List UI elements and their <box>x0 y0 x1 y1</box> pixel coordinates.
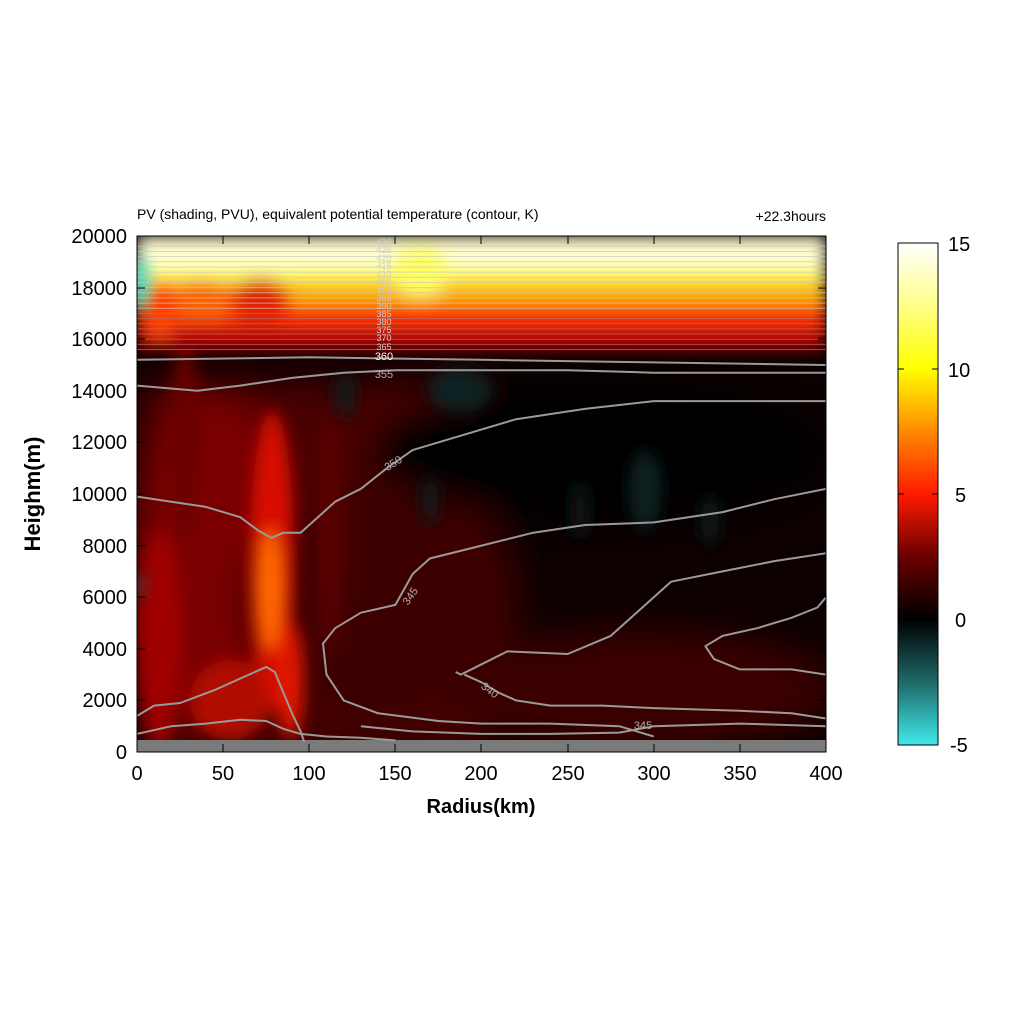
y-tick-label-4000: 4000 <box>83 639 128 661</box>
x-tick-400: 400 <box>809 236 843 785</box>
contour-label-430: 430 <box>376 237 391 247</box>
x-axis: 0 50 100 150 200 250 300 350 400 Radius(… <box>131 236 843 818</box>
contour-label-380: 380 <box>376 317 391 327</box>
colorbar-label-neg5: -5 <box>950 735 968 757</box>
colorbar-label-10: 10 <box>948 360 970 382</box>
y-tick-label-10000: 10000 <box>71 484 127 506</box>
x-tick-100: 100 <box>292 236 326 785</box>
x-tick-label-50: 50 <box>212 763 234 785</box>
x-tick-150: 150 <box>378 236 412 785</box>
x-tick-label-300: 300 <box>637 763 670 785</box>
time-label: +22.3hours <box>756 208 826 224</box>
x-tick-label-400: 400 <box>809 763 842 785</box>
y-axis: 0 2000 4000 6000 8000 10000 12000 14000 … <box>20 226 826 764</box>
contour-line-340-3 <box>704 596 826 676</box>
colorbar-label-0: 0 <box>955 610 966 632</box>
y-tick-label-14000: 14000 <box>71 381 127 403</box>
y-tick-label-8000: 8000 <box>83 536 128 558</box>
y-tick-20000: 20000 <box>71 226 826 248</box>
contour-line-350-6 <box>322 487 826 738</box>
x-axis-label: Radius(km) <box>427 796 536 818</box>
y-tick-2000: 2000 <box>83 690 826 712</box>
negative-pv-center <box>137 258 149 596</box>
contour-label-385: 385 <box>376 309 391 319</box>
plot-area: 345 340 345 350 355 360 365 370 375 380 … <box>137 236 826 752</box>
y-tick-label-2000: 2000 <box>83 690 128 712</box>
y-tick-18000: 18000 <box>71 278 826 300</box>
y-tick-label-12000: 12000 <box>71 432 127 454</box>
contour-line-355-8 <box>137 369 826 392</box>
contour-label-355: 355 <box>375 369 393 381</box>
shading-tropopause <box>137 236 826 348</box>
contour-line-360-9 <box>137 356 826 366</box>
y-axis-label: Heighm(m) <box>20 437 45 552</box>
theta-e-contours <box>137 356 826 743</box>
contour-label-395: 395 <box>376 293 391 303</box>
x-tick-250: 250 <box>551 236 585 785</box>
contour-label-425: 425 <box>376 245 391 255</box>
y-tick-label-16000: 16000 <box>71 329 127 351</box>
contour-label-360: 360 <box>375 351 393 363</box>
y-tick-label-6000: 6000 <box>83 587 128 609</box>
stratospheric-contours <box>137 245 826 350</box>
colorbar-gradient <box>897 242 939 746</box>
y-tick-label-20000: 20000 <box>71 226 127 248</box>
contour-line-340-2 <box>463 673 826 720</box>
contour-line-350-7 <box>137 400 826 539</box>
y-tick-10000: 10000 <box>71 484 826 506</box>
contour-label-345-a: 345 <box>634 720 652 732</box>
colorbar-label-5: 5 <box>955 485 966 507</box>
contour-label-375: 375 <box>376 325 391 335</box>
x-tick-0: 0 <box>131 236 143 785</box>
x-tick-label-350: 350 <box>723 763 756 785</box>
chart-title: PV (shading, PVU), equivalent potential … <box>137 206 539 222</box>
y-tick-14000: 14000 <box>71 381 826 403</box>
x-tick-label-100: 100 <box>292 763 325 785</box>
contour-label-365: 365 <box>376 342 391 352</box>
shading-cold-patches <box>335 368 719 546</box>
contour-label-390: 390 <box>376 301 391 311</box>
contour-line-345-5 <box>360 722 826 735</box>
x-tick-label-250: 250 <box>551 763 584 785</box>
contour-line-345-0 <box>137 718 396 742</box>
x-tick-200: 200 <box>464 236 498 785</box>
x-tick-350: 350 <box>723 236 757 785</box>
x-tick-300: 300 <box>637 236 671 785</box>
contour-label-415: 415 <box>376 261 391 271</box>
contour-line-345-1 <box>137 665 306 743</box>
y-tick-8000: 8000 <box>83 536 826 558</box>
colorbar-ticks <box>898 368 938 621</box>
contour-line-345-4 <box>455 552 826 676</box>
y-tick-12000: 12000 <box>71 432 826 454</box>
x-tick-50: 50 <box>212 236 234 785</box>
contour-label-410: 410 <box>376 269 391 279</box>
y-tick-0: 0 <box>116 742 826 764</box>
x-tick-label-200: 200 <box>464 763 497 785</box>
colorbar-label-15: 15 <box>948 234 970 256</box>
contour-label-370: 370 <box>376 333 391 343</box>
colorbar: 15 10 5 0 -5 <box>897 234 970 757</box>
y-tick-6000: 6000 <box>83 587 826 609</box>
y-tick-label-0: 0 <box>116 742 127 764</box>
x-tick-label-0: 0 <box>131 763 142 785</box>
contour-label-405: 405 <box>376 277 391 287</box>
contour-label-400: 400 <box>376 285 391 295</box>
contour-label-420: 420 <box>376 253 391 263</box>
y-tick-16000: 16000 <box>71 329 826 351</box>
y-tick-label-18000: 18000 <box>71 278 127 300</box>
y-tick-4000: 4000 <box>83 639 826 661</box>
x-tick-label-150: 150 <box>378 763 411 785</box>
